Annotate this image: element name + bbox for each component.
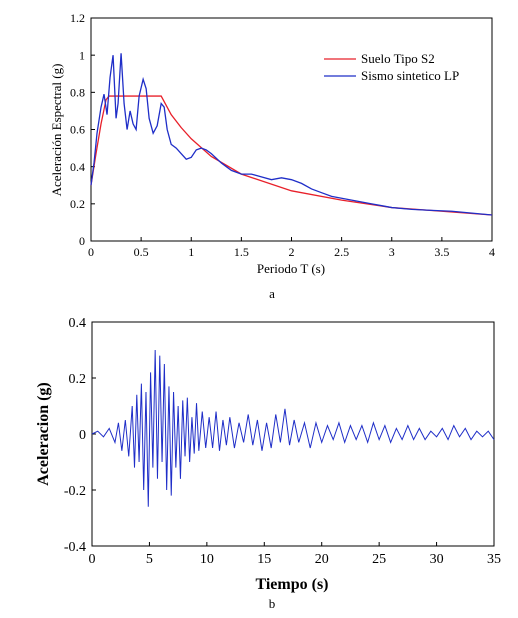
chart-a-xtick-label: 1.5 — [234, 245, 249, 259]
chart-b-xtick-label: 10 — [200, 552, 214, 567]
chart-a-legend: Suelo Tipo S2 Sismo sintetico LP — [324, 51, 459, 83]
chart-a-xtick-label: 0.5 — [134, 245, 149, 259]
legend-label-suelo-tipo-s2: Suelo Tipo S2 — [361, 51, 435, 66]
chart-b-xlabel: Tiempo (s) — [255, 576, 328, 593]
chart-b-ytick-label: 0 — [79, 428, 86, 443]
chart-b-xtick-label: 15 — [257, 552, 271, 567]
chart-b-ytick-label: -0.2 — [64, 484, 86, 499]
chart-a-series-suelo-tipo-s2 — [90, 95, 493, 216]
chart-a-ytick-label: 0.4 — [70, 160, 85, 174]
chart-a-ticks: 0 0.5 1 1.5 2 2.5 3 3.5 4 0 0.2 0.4 0.6 0.8 1 1.2 — [70, 11, 495, 259]
chart-b-xtick-label: 0 — [89, 552, 96, 567]
chart-b-series-acceleration — [91, 349, 495, 507]
chart-a-ytick-label: 0.8 — [70, 86, 85, 100]
chart-a-xtick-label: 2.5 — [334, 245, 349, 259]
chart-b-panel-label: b — [269, 596, 276, 611]
chart-b-plot-frame — [91, 321, 495, 547]
chart-b-xtick-label: 20 — [315, 552, 329, 567]
chart-b-ylabel: Aceleracion (g) — [35, 382, 52, 486]
chart-a-panel-label: a — [269, 286, 275, 301]
chart-a-ytick-label: 0.6 — [70, 123, 85, 137]
chart-a-xtick-label: 3.5 — [434, 245, 449, 259]
chart-a-xtick-label: 2 — [289, 245, 295, 259]
chart-a-ytick-label: 1.2 — [70, 11, 85, 25]
chart-b-xtick-label: 25 — [372, 552, 386, 567]
chart-a-xlabel: Periodo T (s) — [257, 261, 325, 276]
chart-a-xtick-label: 3 — [389, 245, 395, 259]
chart-a-plot-frame — [90, 17, 493, 242]
chart-a-ylabel: Aceleración Espectral (g) — [49, 64, 64, 197]
chart-b: 0 5 10 15 20 25 30 35 -0.4 -0.2 0 0.2 0.4 Tiempo (s)… — [35, 316, 501, 611]
chart-a-ytick-label: 0 — [79, 234, 85, 248]
chart-b-xtick-label: 30 — [430, 552, 444, 567]
chart-a: 0 0.5 1 1.5 2 2.5 3 3.5 4 0 0.2 0.4 0.6 0.8 1 1.2 Perio… — [49, 11, 495, 301]
chart-b-ytick-label: 0.2 — [69, 372, 87, 387]
chart-b-xtick-label: 5 — [146, 552, 153, 567]
chart-b-ticks: 0 5 10 15 20 25 30 35 -0.4 -0.2 0 0.2 0.4 — [64, 316, 501, 567]
chart-a-series-sismo-sintetico-lp — [90, 53, 493, 216]
chart-a-xtick-label: 4 — [489, 245, 495, 259]
chart-b-ytick-label: 0.4 — [69, 316, 87, 331]
chart-a-ytick-label: 0.2 — [70, 197, 85, 211]
chart-a-ytick-label: 1 — [79, 48, 85, 62]
chart-a-xtick-label: 1 — [188, 245, 194, 259]
legend-label-sismo-sintetico-lp: Sismo sintetico LP — [361, 68, 459, 83]
chart-a-xtick-label: 0 — [88, 245, 94, 259]
chart-b-xtick-label: 35 — [487, 552, 501, 567]
chart-b-ytick-label: -0.4 — [64, 540, 86, 555]
